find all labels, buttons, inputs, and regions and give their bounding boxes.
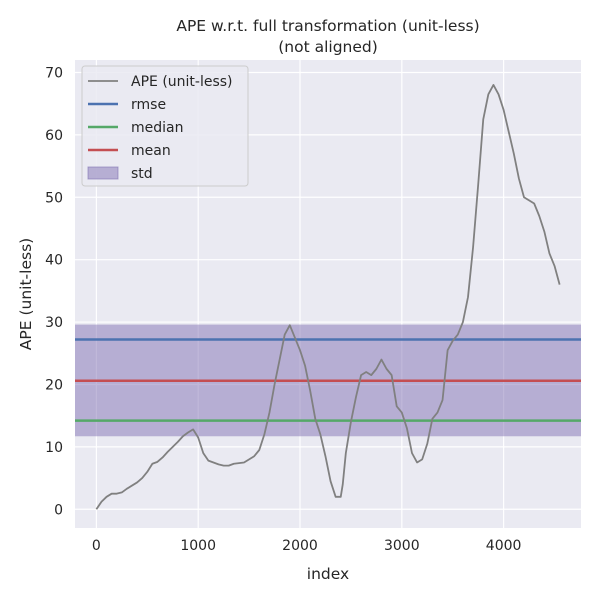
y-tick-labels: 0 10 20 30 40 50 60 70	[45, 65, 63, 518]
ape-line-layer	[95, 84, 561, 510]
x-tick-label: 3000	[384, 538, 420, 554]
x-tick-label: 1000	[180, 538, 216, 554]
legend-items: APE (unit-less) rmse median mean std	[87, 74, 233, 182]
y-tick-label: 60	[45, 128, 63, 144]
ape-line	[95, 84, 561, 510]
legend-label-rmse: rmse	[131, 97, 166, 113]
y-tick-label: 0	[54, 502, 63, 518]
chart-title: APE w.r.t. full transformation (unit-les…	[176, 17, 479, 35]
y-axis-label: APE (unit-less)	[17, 238, 35, 350]
y-tick-label: 20	[45, 377, 63, 393]
x-tick-label: 2000	[282, 538, 318, 554]
y-tick-label: 30	[45, 315, 63, 331]
legend-label-std: std	[131, 166, 153, 182]
chart-subtitle: (not aligned)	[278, 38, 378, 56]
legend-box	[81, 65, 249, 187]
y-tick-label: 70	[45, 65, 63, 81]
x-tick-label: 0	[92, 538, 101, 554]
legend-label-APE (unit-less): APE (unit-less)	[131, 74, 233, 90]
y-tick-label: 50	[45, 190, 63, 206]
legend-label-mean: mean	[131, 143, 171, 159]
stat-lines	[75, 338, 581, 422]
legend-swatch-std	[87, 166, 119, 180]
legend: APE (unit-less) rmse median mean std	[81, 65, 249, 187]
x-tick-label: 4000	[486, 538, 522, 554]
legend-label-median: median	[131, 120, 183, 136]
y-tick-label: 40	[45, 253, 63, 269]
x-axis-label: index	[307, 565, 349, 583]
y-tick-label: 10	[45, 440, 63, 456]
x-tick-labels: 0 1000 2000 3000 4000	[92, 538, 522, 554]
